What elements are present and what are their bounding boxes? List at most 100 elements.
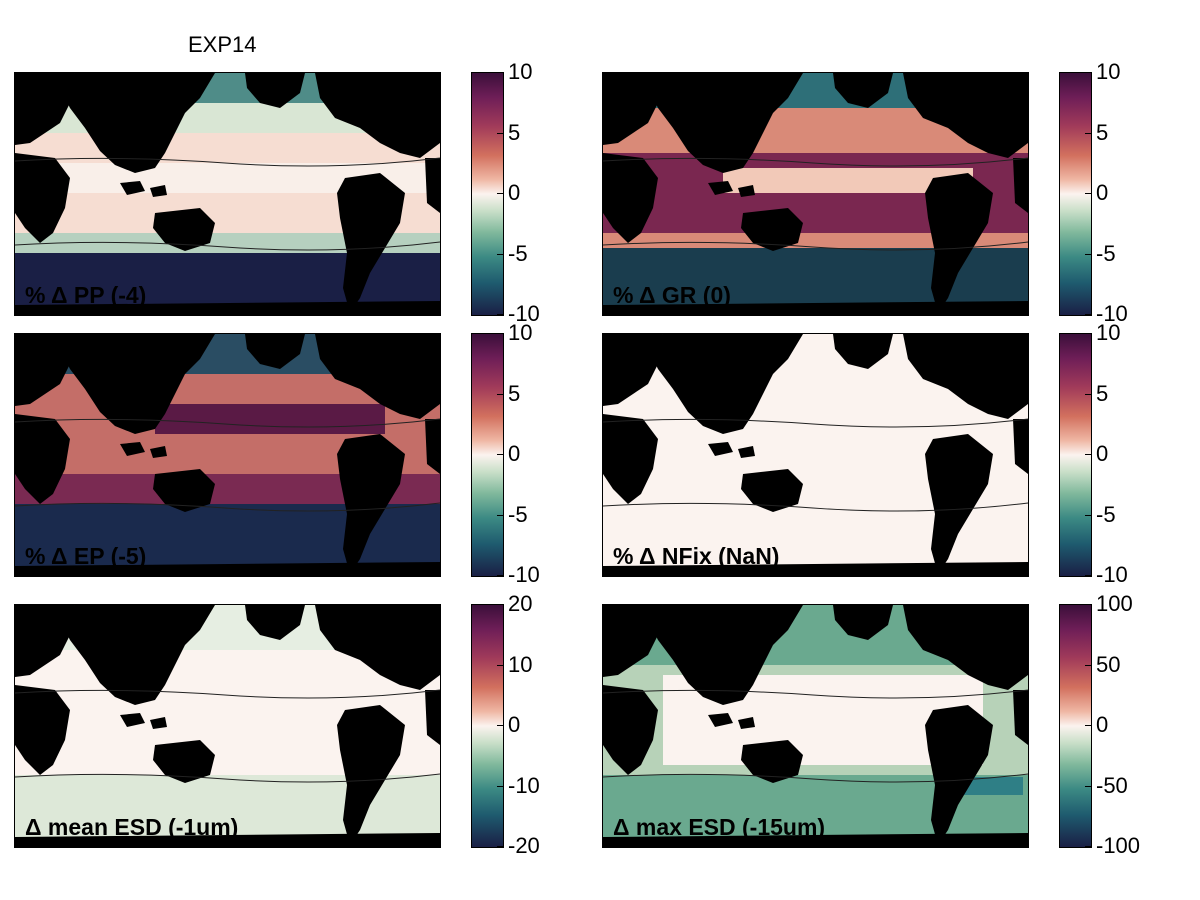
colorbar-tick-label: 100 (1096, 591, 1133, 616)
landmass-3 (337, 173, 405, 313)
landmass-3 (925, 434, 993, 574)
contour-line-2 (15, 502, 440, 512)
landmass-8 (741, 208, 803, 251)
colorbar-tick-label: 10 (1096, 59, 1121, 84)
colorbar-tick-mark (497, 253, 503, 255)
map-panel-4: % Δ NFix (NaN) (602, 333, 1029, 577)
colorbar-tick-mark (497, 193, 503, 194)
landmass-1 (648, 73, 803, 173)
colorbar-tick-mark (1085, 846, 1091, 847)
map-heatmap (603, 334, 1028, 576)
landmass-5 (603, 73, 663, 145)
contour-line-1 (603, 689, 1028, 699)
colorbar-tick-label: -5 (1096, 501, 1116, 527)
landmass-6 (15, 153, 70, 243)
colorbar-tick-mark (1085, 664, 1091, 666)
colorbar-tick-mark (1085, 333, 1091, 334)
map-panel-2: % Δ GR (0) (602, 72, 1029, 316)
landmass-6 (15, 414, 70, 504)
colorbar-tick-label: 0 (508, 180, 521, 205)
colorbar-tick-mark (1085, 193, 1091, 194)
colorbar-tick-mark (1085, 314, 1091, 315)
map-heatmap (15, 334, 440, 576)
landmass-3 (925, 173, 993, 313)
colorbar-tick-label: -10 (508, 562, 540, 587)
colorbar-tick-mark (497, 72, 503, 73)
landmass-2 (833, 605, 893, 640)
landmass-2 (245, 334, 305, 369)
map-heatmap (603, 73, 1028, 315)
colorbar-tick-mark (497, 132, 503, 134)
colorbar-tick-label: 5 (1096, 119, 1109, 145)
landmass-7 (1013, 419, 1028, 474)
colorbar-tick-mark (1085, 725, 1091, 726)
colorbar-tick-label: -10 (508, 772, 540, 798)
colorbar-tick-mark (497, 333, 503, 334)
landmass-7 (1013, 690, 1028, 745)
colorbar-tick-label: 5 (1096, 380, 1109, 406)
colorbar-tick-label: 0 (508, 712, 521, 737)
landmass-7 (425, 158, 440, 213)
landmass-2 (245, 73, 305, 108)
landmass-5 (15, 605, 75, 677)
contour-line-2 (603, 241, 1028, 251)
landmass-5 (15, 73, 75, 145)
landmass-6 (603, 414, 658, 504)
contour-line-2 (603, 502, 1028, 512)
landmass-1 (60, 334, 215, 434)
landmass-8 (153, 740, 215, 783)
landmass-4 (903, 605, 1028, 690)
landmass-4 (903, 334, 1028, 419)
colorbar-tick-label: 0 (1096, 712, 1109, 737)
contour-line-2 (15, 773, 440, 783)
colorbar-tick-mark (497, 393, 503, 395)
landmass-10 (15, 833, 440, 847)
colorbar-tick-label: -5 (1096, 240, 1116, 266)
landmass-3 (337, 434, 405, 574)
landmass-4 (903, 73, 1028, 158)
contour-line-1 (603, 157, 1028, 167)
colorbar-tick-mark (1085, 454, 1091, 455)
colorbar-tick-label: 10 (508, 59, 533, 84)
colorbar-tick-mark (497, 604, 503, 605)
colorbar-tick-label: -5 (508, 501, 528, 527)
colorbar-tick-mark (1085, 393, 1091, 395)
map-panel-1: % Δ PP (-4) (14, 72, 441, 316)
colorbar-tick-label: 50 (1096, 651, 1121, 677)
landmass-8 (153, 208, 215, 251)
landmass-10 (603, 562, 1028, 576)
map-panel-3: % Δ EP (-5) (14, 333, 441, 577)
colorbar-tick-mark (497, 314, 503, 315)
landmass-6 (15, 685, 70, 775)
landmass-10 (15, 562, 440, 576)
landmass-7 (1013, 158, 1028, 213)
landmass-2 (833, 334, 893, 369)
colorbar-tick-mark (497, 725, 503, 726)
landmass-10 (603, 301, 1028, 315)
landmass-4 (315, 605, 440, 690)
panel-title: % Δ PP (-4) (25, 282, 147, 308)
colorbar-tick-label: -5 (508, 240, 528, 266)
colorbar-tick-label: -10 (1096, 562, 1128, 587)
landmass-5 (603, 605, 663, 677)
colorbar-tick-label: 5 (508, 119, 521, 145)
colorbar-tick-label: 20 (508, 591, 533, 616)
landmass-6 (603, 685, 658, 775)
colorbar-tick-label: -100 (1096, 833, 1141, 858)
landmass-9 (708, 181, 755, 197)
map-panel-6: Δ max ESD (-15um) (602, 604, 1029, 848)
colorbar-tick-mark (497, 575, 503, 576)
panel-title: % Δ GR (0) (613, 282, 731, 308)
colorbar-tick-mark (497, 664, 503, 666)
colorbar-tick-label: 0 (1096, 180, 1109, 205)
landmass-8 (741, 740, 803, 783)
contour-line-2 (15, 241, 440, 251)
landmass-3 (337, 705, 405, 845)
map-heatmap (603, 605, 1028, 847)
colorbar-tick-label: -10 (1096, 301, 1128, 326)
panel-title: Δ max ESD (-15um) (613, 814, 826, 840)
colorbar-tick-label: 5 (508, 380, 521, 406)
colorbar-tick-label: 10 (508, 651, 533, 677)
colorbar-tick-label: -20 (508, 833, 540, 858)
landmass-8 (153, 469, 215, 512)
